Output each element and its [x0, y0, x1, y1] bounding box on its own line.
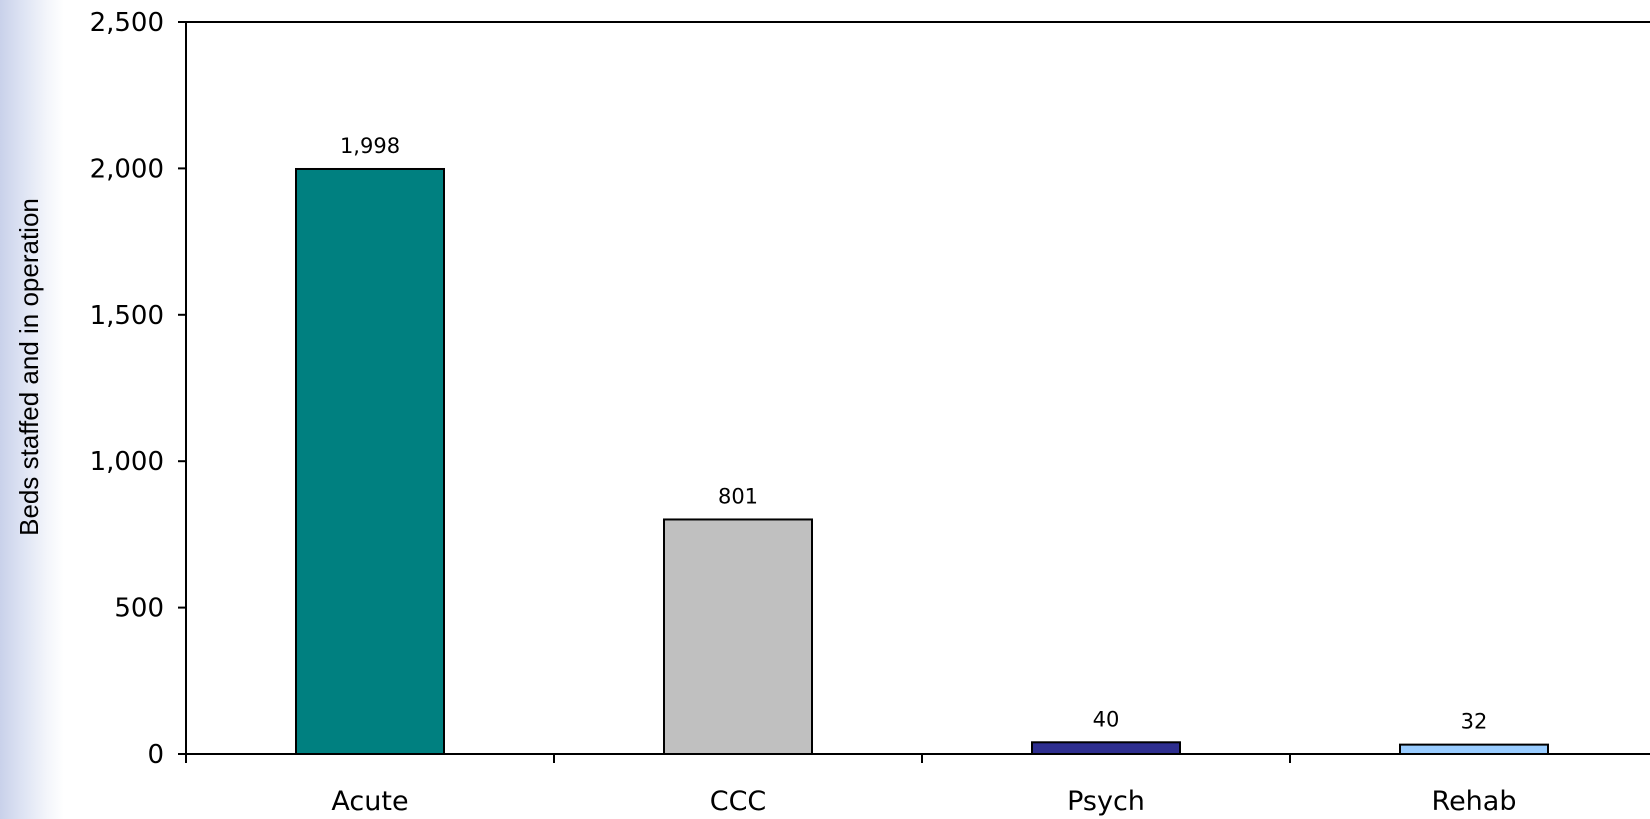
y-tick-label-1500: 1,500: [90, 301, 164, 331]
bar-ccc: [663, 518, 813, 756]
y-tick-label-0: 0: [147, 740, 164, 770]
labels-layer: 1,998 Acute 801 CCC 40 Psych 32 Rehab 0 500 1,000 1…: [90, 8, 1517, 817]
data-label-psych: 40: [1093, 707, 1120, 731]
x-tick-label-ccc: CCC: [710, 786, 767, 817]
data-label-acute: 1,998: [340, 134, 400, 158]
data-label-ccc: 801: [718, 484, 758, 508]
data-label-rehab: 32: [1461, 710, 1488, 734]
x-tick-label-acute: Acute: [331, 786, 408, 817]
x-tick-label-rehab: Rehab: [1432, 786, 1517, 817]
y-tick-label-2000: 2,000: [90, 154, 164, 184]
y-axis-title: Beds staffed and in operation: [14, 198, 44, 536]
y-tick-label-2500: 2,500: [90, 8, 164, 38]
bar-psych: [1031, 741, 1181, 756]
axes-layer: [178, 21, 1650, 763]
bar-acute: [295, 167, 445, 755]
x-tick-label-psych: Psych: [1067, 786, 1145, 817]
bar-rehab: [1399, 743, 1549, 755]
y-tick-label-1000: 1,000: [90, 447, 164, 477]
bars-layer: [295, 167, 1549, 756]
y-tick-label-500: 500: [114, 594, 164, 624]
